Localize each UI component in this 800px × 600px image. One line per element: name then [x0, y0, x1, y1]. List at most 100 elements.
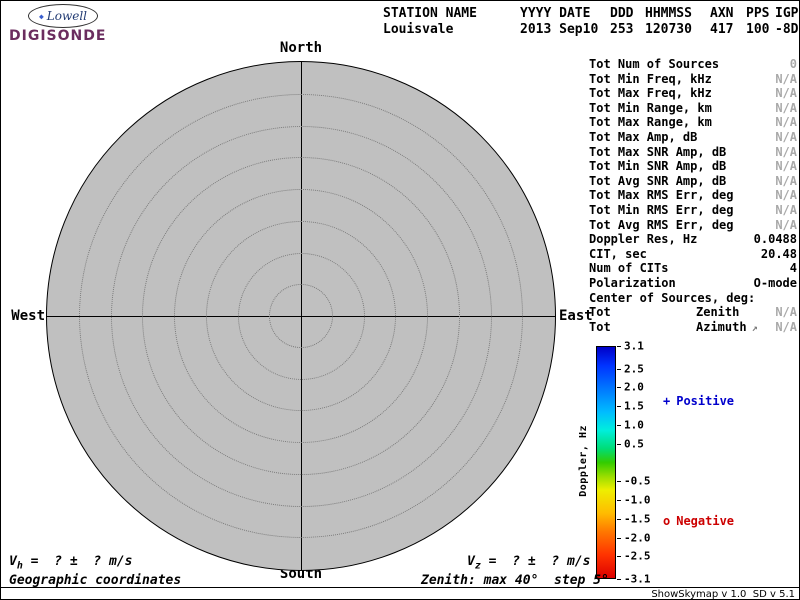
vz-readout: Vz = ? ± ? m/s: [467, 554, 590, 572]
vh-value-text: = ? ± ? m/s: [22, 554, 133, 569]
zenith-range-note: Zenith: max 40° step 5°: [421, 573, 609, 588]
colorbar-tick-mark: [617, 346, 621, 347]
colorbar-tick-label: -1.0: [624, 493, 651, 507]
lowell-logo: ◆ Lowell: [28, 4, 98, 28]
stats-row: Tot Avg RMS Err, deg N/A: [589, 218, 797, 233]
digisonde-wordmark: DIGISONDE: [9, 28, 107, 44]
center-row-value: N/A: [775, 319, 797, 334]
header-column: HHMMSS 120730: [645, 6, 710, 38]
colorbar-tick-label: 1.0: [624, 418, 644, 432]
stats-row: Tot Min Range, km N/A: [589, 101, 797, 116]
colorbar-ticks: 3.1 2.5 2.0 1.5 1.0 0.5 -0.5 -1.0 -1.5 -2.0 -2.5 -3…: [596, 340, 656, 586]
header-field-label: DDD: [610, 6, 634, 21]
stats-value: N/A: [775, 100, 797, 115]
colorbar-tick-mark: [617, 443, 621, 445]
stats-value: 0.0488: [753, 232, 797, 247]
stats-label: Tot Avg RMS Err, deg: [589, 217, 734, 232]
header-column: PPS 100: [746, 6, 775, 38]
vh-readout: Vh = ? ± ? m/s: [9, 554, 132, 572]
stats-row: Tot Max Freq, kHz N/A: [589, 86, 797, 101]
stats-value: 20.48: [760, 246, 797, 261]
colorbar-tick-label: 3.1: [624, 339, 644, 353]
colorbar-tick-label: -3.1: [624, 572, 651, 586]
stats-value: N/A: [775, 159, 797, 174]
stats-value: N/A: [775, 144, 797, 159]
stats-row: Tot Max Range, km N/A: [589, 115, 797, 130]
stats-value: 4: [789, 261, 797, 276]
stats-value: O-mode: [753, 275, 797, 290]
stats-row: Tot Max SNR Amp, dB N/A: [589, 145, 797, 160]
stats-value: N/A: [775, 188, 797, 203]
negative-marker-icon: o: [663, 514, 671, 528]
stats-value: N/A: [775, 217, 797, 232]
colorbar-gradient: [596, 346, 616, 579]
skymap-circle: [46, 61, 556, 571]
stats-value: N/A: [775, 115, 797, 130]
vh-symbol: V: [9, 554, 17, 569]
compass-east-label: East: [559, 308, 593, 324]
positive-marker-icon: +: [663, 394, 671, 408]
stats-row: Tot Max RMS Err, deg N/A: [589, 188, 797, 203]
header-field-value: 2013 Sep10: [520, 22, 599, 37]
center-row: Tot Zenith N/A: [589, 305, 797, 320]
center-row-label: Tot: [589, 319, 611, 334]
header-column: DDD 253: [610, 6, 645, 38]
stats-row: Doppler Res, Hz 0.0488: [589, 232, 797, 247]
header-field-value: 253: [610, 22, 634, 37]
center-row: Tot Azimuth ↗ N/A: [589, 320, 797, 335]
colorbar-tick-label: 0.5: [624, 437, 644, 451]
stats-label: Tot Min SNR Amp, dB: [589, 159, 727, 174]
stats-value: N/A: [775, 71, 797, 86]
header-column: STATION NAME Louisvale: [383, 6, 520, 38]
compass-north-label: North: [279, 40, 323, 56]
header-field-value: 417: [710, 22, 734, 37]
center-row-label: Tot: [589, 305, 611, 320]
zenith-ring: [78, 93, 524, 539]
stats-label: Num of CITs: [589, 261, 669, 276]
header-field-label: STATION NAME: [383, 6, 477, 21]
coordinates-mode-label: Geographic coordinates: [9, 573, 182, 588]
stats-value: N/A: [775, 86, 797, 101]
center-row-mid: Zenith: [696, 305, 775, 320]
colorbar-tick-label: 2.0: [624, 380, 644, 394]
vz-subscript: z: [474, 560, 481, 572]
legend-negative-label: Negative: [676, 514, 735, 528]
lowell-wordmark: Lowell: [46, 9, 88, 23]
stats-value: N/A: [775, 129, 797, 144]
colorbar-tick-mark: [617, 500, 621, 502]
header-field-value: -8D: [775, 22, 799, 37]
center-row-mid-text: Azimuth: [696, 319, 747, 334]
stats-label: Tot Max Range, km: [589, 115, 712, 130]
stats-label: Tot Max Amp, dB: [589, 129, 698, 144]
header-column: AXN 417: [710, 6, 746, 38]
stats-row: Tot Min RMS Err, deg N/A: [589, 203, 797, 218]
header-table: STATION NAME Louisvale YYYY DATE 2013 Sep10…: [383, 6, 799, 38]
stats-row: Tot Num of Sources 0: [589, 57, 797, 72]
colorbar-tick-mark: [617, 368, 621, 370]
colorbar-tick-label: 2.5: [624, 362, 644, 376]
stats-value: N/A: [775, 173, 797, 188]
colorbar-tick-mark: [617, 518, 621, 520]
stats-label: Tot Avg SNR Amp, dB: [589, 173, 727, 188]
center-row-mid: Azimuth ↗: [696, 320, 775, 335]
header-column: YYYY DATE 2013 Sep10: [520, 6, 610, 38]
stats-label: Doppler Res, Hz: [589, 232, 698, 247]
stats-label: Polarization: [589, 275, 676, 290]
header-field-label: HHMMSS: [645, 6, 692, 21]
stats-label: Tot Max RMS Err, deg: [589, 188, 734, 203]
colorbar-tick-mark: [617, 537, 621, 539]
colorbar-tick-mark: [617, 556, 621, 558]
center-of-sources-header: Center of Sources, deg:: [589, 290, 756, 305]
colorbar-tick-label: -0.5: [624, 474, 651, 488]
stats-panel: Tot Num of Sources 0 Tot Min Freq, kHz N/A T…: [589, 57, 797, 334]
stats-row: Tot Min Freq, kHz N/A: [589, 72, 797, 87]
stats-label: Tot Max SNR Amp, dB: [589, 144, 727, 159]
header-field-value: 100: [746, 22, 770, 37]
vh-subscript: h: [16, 560, 23, 572]
center-row-value: N/A: [775, 305, 797, 320]
colorbar-tick-label: 1.5: [624, 399, 644, 413]
stats-row: Tot Avg SNR Amp, dB N/A: [589, 174, 797, 189]
legend-positive-label: Positive: [676, 394, 735, 408]
stats-row: CIT, sec 20.48: [589, 247, 797, 262]
